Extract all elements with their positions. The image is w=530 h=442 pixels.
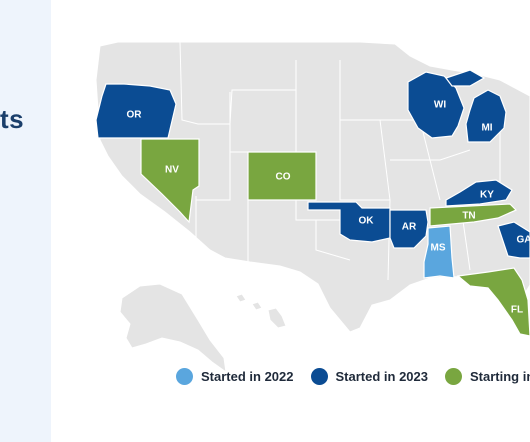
state-label-nv: NV — [165, 165, 179, 176]
state-label-co: CO — [276, 172, 291, 183]
legend-item-starting-next: Starting in — [445, 367, 530, 385]
legend: Started in 2022 Started in 2023 Starting… — [176, 367, 530, 385]
state-wi[interactable] — [407, 71, 465, 139]
state-label-tn: TN — [462, 211, 475, 222]
legend-label-starting-next: Starting in — [470, 368, 530, 384]
state-label-ms: MS — [431, 243, 446, 254]
state-label-ga: GA — [517, 235, 530, 246]
side-panel — [0, 0, 51, 442]
state-label-ok: OK — [359, 216, 375, 227]
hawaii — [235, 293, 287, 329]
state-label-wi: WI — [434, 100, 446, 111]
state-label-mi: MI — [481, 123, 492, 134]
highlighted-states — [95, 69, 530, 337]
state-ga[interactable] — [497, 221, 530, 259]
legend-item-started-2022: Started in 2022 — [176, 367, 294, 385]
state-ky[interactable] — [445, 179, 513, 207]
state-ok[interactable] — [307, 201, 391, 243]
state-label-or: OR — [127, 110, 143, 121]
state-ar[interactable] — [389, 209, 429, 249]
state-co[interactable] — [247, 151, 317, 201]
legend-label-started-2023: Started in 2023 — [335, 368, 429, 384]
legend-dot-started-2023 — [310, 367, 328, 385]
state-or[interactable] — [95, 83, 177, 139]
state-fl[interactable] — [456, 267, 530, 337]
state-label-ar: AR — [402, 222, 417, 233]
legend-dot-started-2022 — [176, 367, 193, 385]
heading-fragment: ts — [0, 104, 25, 134]
legend-label-started-2022: Started in 2022 — [201, 368, 294, 384]
legend-dot-starting-next — [445, 367, 462, 385]
state-label-ky: KY — [480, 190, 494, 201]
state-tn[interactable] — [429, 203, 518, 227]
state-mi[interactable] — [445, 69, 507, 143]
alaska — [119, 283, 227, 374]
legend-item-started-2023: Started in 2023 — [310, 367, 429, 385]
state-ms[interactable] — [423, 225, 455, 279]
state-label-fl: FL — [511, 305, 523, 316]
state-nv[interactable] — [140, 138, 200, 224]
state-labels: OR NV CO WI MI KY OK AR TN MS GA FL — [127, 100, 530, 316]
